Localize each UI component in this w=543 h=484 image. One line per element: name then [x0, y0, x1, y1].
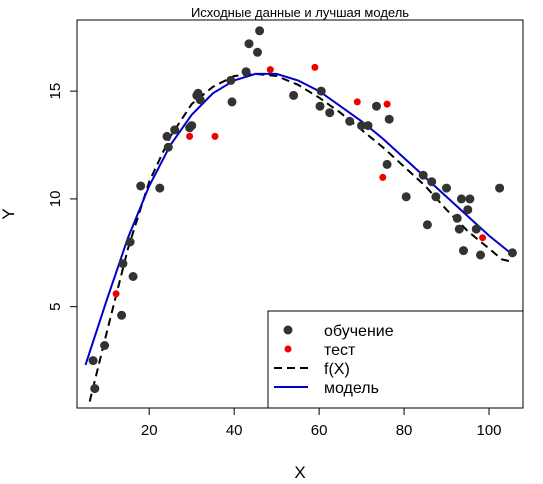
legend-label: модель [324, 380, 379, 397]
data-point [162, 131, 172, 141]
data-point [100, 341, 110, 350]
data-point [244, 39, 254, 49]
x-tick-label: 60 [311, 422, 328, 439]
data-point [353, 98, 361, 106]
legend-box [267, 310, 524, 409]
data-point [471, 224, 481, 234]
data-point [382, 159, 392, 169]
legend-symbol [284, 345, 292, 353]
data-point [241, 67, 251, 77]
data-point [507, 248, 517, 258]
series-points [88, 26, 517, 394]
y-tick-label: 5 [47, 303, 64, 311]
data-point [384, 114, 394, 124]
data-point [465, 194, 475, 204]
y-tick-label: 15 [47, 83, 64, 100]
data-point [125, 237, 135, 247]
data-point [187, 121, 197, 131]
data-point [479, 234, 487, 242]
x-tick-label: 40 [226, 422, 243, 439]
data-point [418, 170, 428, 180]
data-point [211, 132, 219, 140]
data-point [118, 259, 128, 269]
data-point [195, 95, 205, 105]
data-point [431, 192, 441, 202]
data-point [315, 101, 325, 111]
y-axis: 5 10 15 [47, 83, 77, 311]
x-tick-label: 80 [396, 422, 413, 439]
data-point [117, 310, 127, 320]
data-point [427, 177, 437, 187]
data-point [170, 125, 180, 135]
x-axis-label: X [294, 463, 305, 482]
data-point [163, 142, 173, 152]
data-point [495, 183, 505, 193]
data-point [401, 192, 411, 202]
data-point [459, 246, 468, 256]
data-point [372, 101, 381, 111]
data-point [357, 121, 367, 131]
data-point [128, 272, 138, 281]
x-axis: 20 40 60 80 100 [141, 408, 502, 439]
data-point [255, 26, 265, 36]
legend-label: f(X) [324, 361, 350, 378]
data-point [456, 194, 466, 204]
data-point [463, 205, 473, 215]
data-point [155, 183, 165, 193]
data-point [266, 66, 274, 74]
data-point [379, 173, 387, 181]
data-point [136, 181, 146, 191]
legend-label: обучение [324, 323, 394, 340]
data-point [454, 224, 464, 234]
series-line [84, 72, 511, 366]
x-tick-label: 100 [477, 422, 502, 439]
legend-symbol [283, 325, 293, 335]
data-point [452, 213, 462, 223]
data-point [88, 356, 98, 366]
data-point [253, 47, 262, 57]
data-point [476, 250, 485, 260]
data-point [289, 90, 299, 100]
data-point [226, 75, 236, 85]
data-point [311, 63, 319, 71]
y-tick-label: 10 [47, 191, 64, 208]
legend-label: тест [324, 342, 356, 359]
legend: обучение тест f(X) модель [267, 310, 524, 409]
data-point [90, 384, 100, 394]
data-point [345, 116, 355, 126]
data-point [325, 108, 335, 118]
data-point [422, 220, 432, 230]
data-point [442, 183, 451, 193]
data-point [383, 100, 391, 108]
data-point [227, 97, 237, 107]
data-point [112, 290, 120, 298]
data-point [363, 121, 373, 131]
data-point [186, 132, 194, 140]
chart-title: Исходные данные и лучшая модель [191, 5, 409, 20]
x-tick-label: 20 [141, 422, 158, 439]
data-point [316, 86, 326, 96]
y-axis-label: Y [0, 208, 18, 219]
